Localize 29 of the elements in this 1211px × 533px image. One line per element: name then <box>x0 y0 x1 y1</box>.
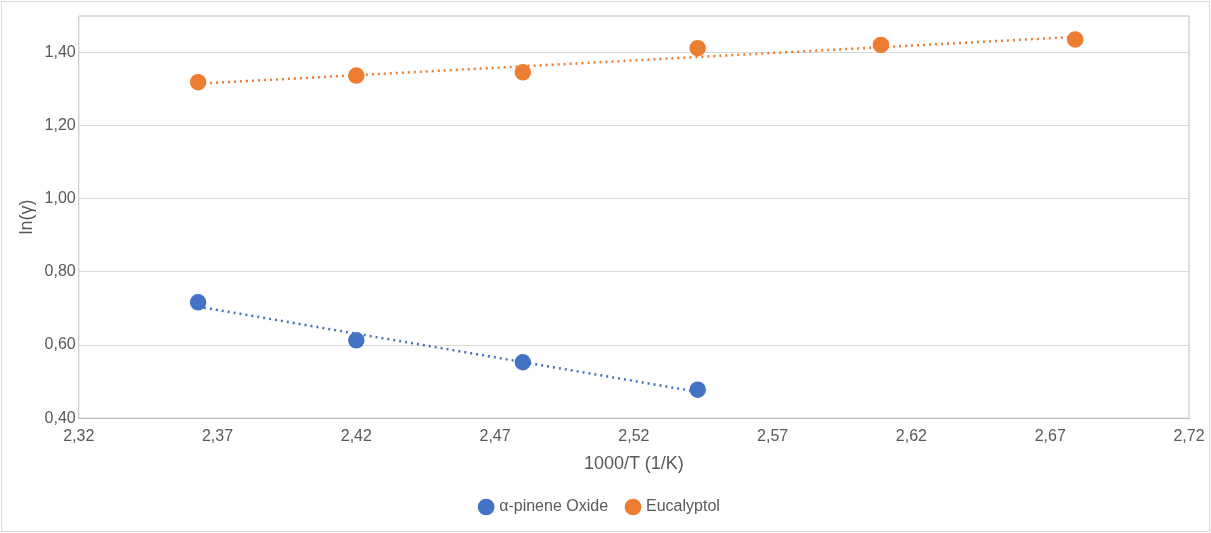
point <box>348 332 365 349</box>
legend-label: Eucalyptol <box>646 497 720 515</box>
y-tick-label: 1,00 <box>44 189 76 207</box>
point <box>189 73 207 91</box>
y-axis-title: ln(γ) <box>15 199 36 235</box>
y-tick-label: 0,80 <box>44 262 76 280</box>
y-tick-label: 0,60 <box>44 335 76 353</box>
x-tick-label: 2,72 <box>1173 427 1205 445</box>
legend-label: α-pinene Oxide <box>499 497 609 515</box>
point <box>348 67 365 84</box>
point <box>514 354 532 371</box>
x-tick-label: 2,62 <box>895 427 928 445</box>
x-tick-label: 2,47 <box>479 427 511 445</box>
point <box>689 381 706 398</box>
point <box>872 36 890 54</box>
x-tick-label: 2,52 <box>618 427 650 445</box>
x-axis-title: 1000/T (1/K) <box>584 453 684 474</box>
point <box>514 64 532 81</box>
y-tick-label: 0,40 <box>44 408 76 426</box>
point <box>1066 31 1084 48</box>
x-tick-label: 2,67 <box>1034 427 1066 445</box>
x-tick-label: 2,57 <box>757 427 789 445</box>
y-tick-label: 1,40 <box>44 42 76 60</box>
x-tick-label: 2,37 <box>201 427 234 445</box>
x-tick-label: 2,32 <box>63 427 95 445</box>
x-tick-label: 2,42 <box>340 427 372 445</box>
y-tick-label: 1,20 <box>44 116 76 134</box>
point <box>189 294 207 311</box>
point <box>689 39 706 57</box>
